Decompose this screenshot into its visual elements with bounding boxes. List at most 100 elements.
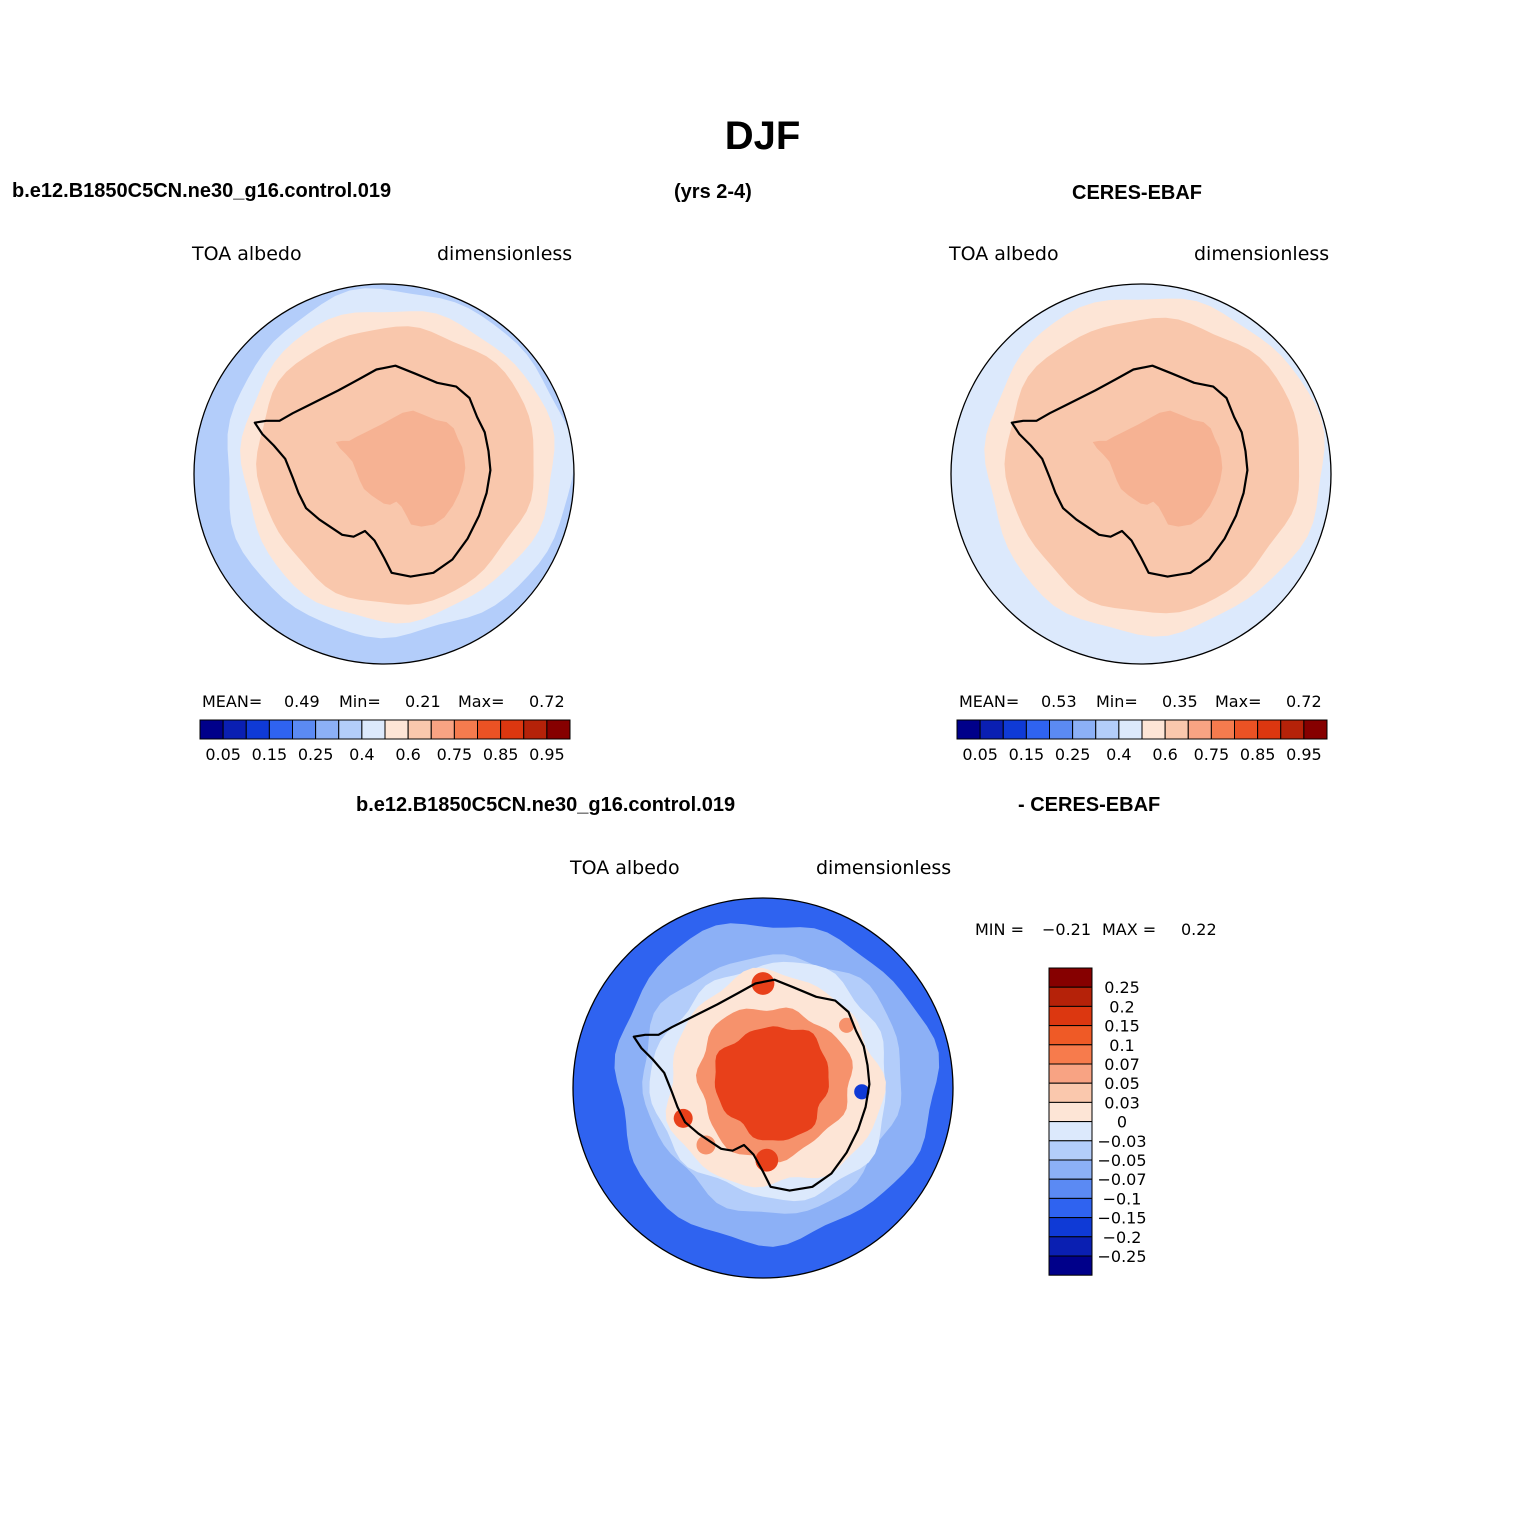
colorbar-tick-label: 0.4 (1106, 745, 1131, 764)
colorbar-box (1002, 719, 1027, 740)
diff-case-label: b.e12.B1850C5CN.ne30_g16.control.019 (356, 794, 736, 816)
diff-colorbar-box (1048, 1140, 1093, 1161)
difference-coastline (632, 978, 871, 1192)
diff-colorbar-box (1048, 1121, 1093, 1142)
colorbar-tick-label: 0.25 (298, 745, 334, 764)
diff-colorbar-tick-label: −0.2 (1103, 1228, 1142, 1247)
diff-colorbar-box (1048, 1159, 1093, 1180)
difference-map-outline (572, 897, 954, 1279)
diff-colorbar-box (1048, 1025, 1093, 1046)
obs-label: CERES-EBAF (1072, 182, 1203, 204)
diff-colorbar-box (1048, 967, 1093, 988)
obs-variable-label: TOA albedo (949, 243, 1059, 265)
colorbar-box (292, 719, 317, 740)
diff-colorbar-tick-label: 0.2 (1109, 997, 1134, 1016)
model-variable-label: TOA albedo (192, 243, 302, 265)
colorbar-tick-label: 0.15 (252, 745, 288, 764)
obs-map (950, 283, 1332, 665)
diff-min-value: −0.21 (1042, 920, 1092, 939)
model-min-label: Min= (339, 692, 381, 711)
diff-colorbar-tick-label: −0.1 (1103, 1189, 1142, 1208)
diff-obs-label: - CERES-EBAF (1018, 794, 1161, 816)
model-max-label: Max= (458, 692, 505, 711)
model-zone-4 (335, 410, 466, 527)
diff-colorbar-tick-label: 0.03 (1104, 1093, 1140, 1112)
obs-map-outline (950, 283, 1332, 665)
colorbar-box (315, 719, 340, 740)
obs-mean-label: MEAN= (959, 692, 1020, 711)
diff-anomaly-spot-4 (696, 1135, 716, 1155)
model-units-label: dimensionless (437, 243, 573, 265)
obs-min-value: 0.35 (1162, 692, 1198, 711)
colorbar-box (1234, 719, 1259, 740)
model-map-outline (193, 283, 575, 665)
colorbar-box (245, 719, 270, 740)
colorbar-tick-label: 0.95 (529, 745, 565, 764)
diff-colorbar-tick-label: −0.15 (1097, 1209, 1146, 1228)
colorbar-tick-label: 0.4 (349, 745, 374, 764)
diff-colorbar-tick-label: 0 (1117, 1113, 1127, 1132)
diff-min-label: MIN = (975, 920, 1024, 939)
colorbar-tick-label: 0.25 (1055, 745, 1091, 764)
obs-max-value: 0.72 (1286, 692, 1322, 711)
diff-colorbar-box (1048, 986, 1093, 1007)
colorbar-tick-label: 0.05 (962, 745, 998, 764)
diff-colorbar: 0.250.20.150.10.070.050.030−0.03−0.05−0.… (1048, 967, 1147, 1276)
colorbar-box (1280, 719, 1305, 740)
diff-max-value: 0.22 (1181, 920, 1217, 939)
diff-colorbar-box (1048, 1101, 1093, 1123)
diff-colorbar-box (1048, 1217, 1093, 1238)
colorbar-box (1164, 719, 1189, 740)
colorbar-box (453, 719, 478, 740)
diff-anomaly-spot-3 (854, 1084, 870, 1100)
model-map (193, 283, 575, 665)
model-mean-value: 0.49 (284, 692, 320, 711)
colorbar-box (1049, 719, 1074, 740)
obs-max-label: Max= (1215, 692, 1262, 711)
colorbar-box (430, 719, 455, 740)
diff-anomaly-spot-1 (755, 1148, 779, 1172)
diff-colorbar-tick-label: −0.03 (1097, 1132, 1146, 1151)
colorbar-box (1025, 719, 1050, 740)
model-colorbar: 0.05 0.15 0.25 0.4 0.6 0.75 0.85 0.95 (199, 719, 571, 764)
colorbar-tick-label: 0.6 (1152, 745, 1177, 764)
model-min-value: 0.21 (405, 692, 441, 711)
colorbar-tick-label: 0.05 (205, 745, 241, 764)
colorbar-box (222, 719, 247, 740)
colorbar-box (956, 719, 981, 740)
colorbar-tick-label: 0.85 (1240, 745, 1276, 764)
colorbar-box (407, 719, 432, 740)
model-max-value: 0.72 (529, 692, 565, 711)
colorbar-tick-label: 0.85 (483, 745, 519, 764)
colorbar-tick-label: 0.95 (1286, 745, 1322, 764)
obs-zone-3 (1092, 410, 1223, 527)
diff-colorbar-tick-label: 0.05 (1104, 1074, 1140, 1093)
obs-coastline (1010, 364, 1249, 578)
colorbar-box (338, 719, 363, 740)
diff-colorbar-tick-label: 0.25 (1104, 978, 1140, 997)
colorbar-tick-label: 0.75 (437, 745, 473, 764)
colorbar-box (523, 719, 548, 740)
diff-colorbar-tick-label: −0.05 (1097, 1151, 1146, 1170)
model-case-label: b.e12.B1850C5CN.ne30_g16.control.019 (12, 180, 392, 202)
obs-colorbar: 0.05 0.15 0.25 0.4 0.6 0.75 0.85 0.95 (956, 719, 1328, 764)
difference-zone-6 (714, 1026, 829, 1141)
diff-colorbar-box (1048, 1255, 1093, 1276)
diff-colorbar-box (1048, 1005, 1093, 1027)
diff-colorbar-box (1048, 1236, 1093, 1257)
colorbar-box (979, 719, 1004, 740)
diff-colorbar-box (1048, 1197, 1093, 1219)
figure-title: DJF (724, 114, 801, 158)
diff-colorbar-box (1048, 1063, 1093, 1084)
colorbar-box (361, 719, 386, 740)
diff-colorbar-tick-label: 0.15 (1104, 1017, 1140, 1036)
colorbar-box (1257, 719, 1282, 740)
colorbar-box (1095, 719, 1120, 740)
colorbar-tick-label: 0.6 (395, 745, 420, 764)
colorbar-box (546, 719, 571, 740)
colorbar-box (1210, 719, 1235, 740)
diff-colorbar-tick-label: 0.1 (1109, 1036, 1134, 1055)
model-mean-label: MEAN= (202, 692, 263, 711)
colorbar-box (1118, 719, 1143, 740)
